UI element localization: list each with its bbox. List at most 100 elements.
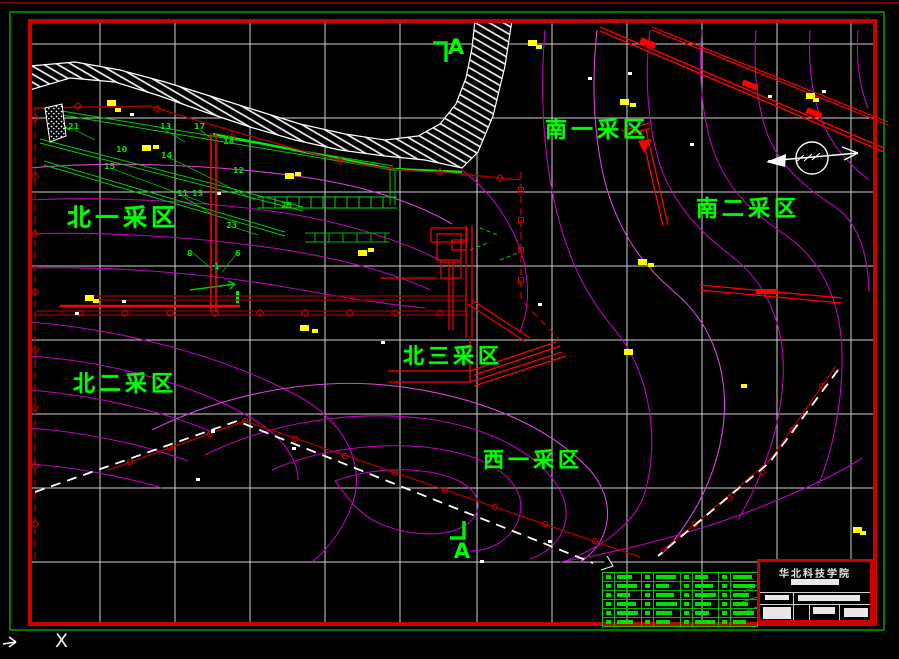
contour-elevation-tick: [292, 447, 296, 450]
legend-symbol-cell: [719, 618, 732, 626]
shaft-complex: [380, 225, 531, 343]
borehole-symbol: [860, 531, 866, 535]
redacted-cell-bar: [763, 607, 791, 619]
legend-symbol-cell: [642, 600, 654, 608]
section-marker-a-bottom: A: [453, 539, 471, 563]
legend-label-cell: [654, 573, 681, 581]
working-face-number: 14: [161, 151, 173, 160]
legend-label-cell: [693, 618, 720, 626]
legend-symbol-cell: [681, 573, 693, 581]
legend-symbol-cell: [642, 591, 654, 599]
legend-symbol-cell: [603, 618, 615, 626]
legend-label-cell: [693, 582, 720, 590]
borehole-symbol: [115, 108, 121, 112]
legend-label-cell: [654, 618, 681, 626]
contour-elevation-tick: [822, 90, 826, 93]
working-face-number: 6: [235, 249, 241, 258]
borehole-symbol: [295, 172, 301, 176]
legend-label-cell: [731, 573, 757, 581]
contour-elevation-tick: [690, 143, 694, 146]
contour-elevation-tick: [588, 77, 592, 80]
working-face-number: 18: [223, 137, 235, 146]
legend-symbol-cell: [642, 618, 654, 626]
legend-label-cell: [615, 600, 642, 608]
legend-symbol-cell: [603, 609, 615, 617]
legend-row: [603, 573, 757, 582]
borehole-symbol: [813, 98, 819, 102]
legend-label-cell: [693, 573, 720, 581]
borehole-symbol: [806, 93, 815, 99]
contour-elevation-tick: [217, 192, 221, 195]
redacted-scale-bar: [765, 595, 789, 600]
legend-label-cell: [693, 591, 720, 599]
contour-elevation-tick: [768, 95, 772, 98]
contour-elevation-tick: [548, 540, 552, 543]
redacted-subtitle-bar: [791, 579, 839, 585]
legend-symbol-cell: [681, 600, 693, 608]
legend-row: [603, 591, 757, 600]
borehole-symbol: [312, 329, 318, 333]
borehole-symbol: [648, 263, 654, 267]
region-label: 北二采区: [72, 372, 178, 397]
working-face-number: 12: [233, 166, 245, 175]
borehole-symbol: [853, 527, 862, 533]
borehole-symbol: [741, 384, 747, 388]
working-face-number: 11: [177, 189, 189, 198]
borehole-symbol: [107, 100, 116, 106]
redacted-cell-bar: [844, 608, 868, 617]
legend-symbol-cell: [603, 591, 615, 599]
working-face-number: 10: [116, 145, 128, 154]
legend-label-cell: [615, 582, 642, 590]
legend-label-cell: [654, 591, 681, 599]
region-label: 北三采区: [403, 344, 503, 368]
borehole-symbol: [93, 299, 99, 303]
boundary-circle-markers: [126, 382, 826, 545]
legend-label-cell: [615, 591, 642, 599]
working-face-number: 21: [68, 122, 80, 131]
legend-label-cell: [654, 600, 681, 608]
region-label: 南一采区: [544, 118, 650, 143]
borehole-symbol: [624, 349, 633, 355]
legend-symbol-cell: [719, 591, 732, 599]
legend-label-cell: [654, 582, 681, 590]
legend-symbol-cell: [719, 582, 732, 590]
legend-label-cell: [731, 582, 757, 590]
legend-row: [603, 582, 757, 591]
legend-table: [602, 572, 758, 627]
industrial-site-symbol: [44, 103, 67, 143]
borehole-symbol: [358, 250, 367, 256]
north-arrow-icon: [766, 141, 859, 175]
borehole-symbol: [528, 40, 537, 46]
ucs-x-label: X: [55, 630, 69, 652]
legend-symbol-cell: [642, 609, 654, 617]
legend-label-cell: [693, 600, 720, 608]
legend-label-cell: [615, 609, 642, 617]
working-face-number: 13: [160, 122, 172, 131]
mined-panel-ladder: [257, 196, 397, 209]
legend-symbol-cell: [603, 573, 615, 581]
red-boundary-lines: [107, 365, 837, 558]
contour-elevation-tick: [381, 341, 385, 344]
legend-label-cell: [615, 573, 642, 581]
borehole-symbol: [620, 99, 629, 105]
contour-elevation-tick: [628, 72, 632, 75]
legend-symbol-cell: [681, 582, 693, 590]
borehole-symbol: [536, 45, 542, 49]
borehole-symbol: [630, 103, 636, 107]
region-label: 南二采区: [695, 197, 801, 222]
borehole-symbol: [142, 145, 151, 151]
institution-name: 华北科技学院: [779, 569, 851, 580]
legend-symbol-cell: [642, 582, 654, 590]
white-dashed-boundaries: [34, 369, 839, 564]
contour-elevation-tick: [130, 113, 134, 116]
legend-symbol-cell: [681, 591, 693, 599]
legend-label-cell: [615, 618, 642, 626]
legend-symbol-cell: [719, 609, 732, 617]
legend-row: [603, 618, 757, 626]
contour-elevation-tick: [538, 303, 542, 306]
contour-elevation-tick: [211, 430, 215, 433]
legend-row: [603, 609, 757, 618]
working-face-number: 8: [187, 249, 193, 258]
legend-symbol-cell: [603, 600, 615, 608]
